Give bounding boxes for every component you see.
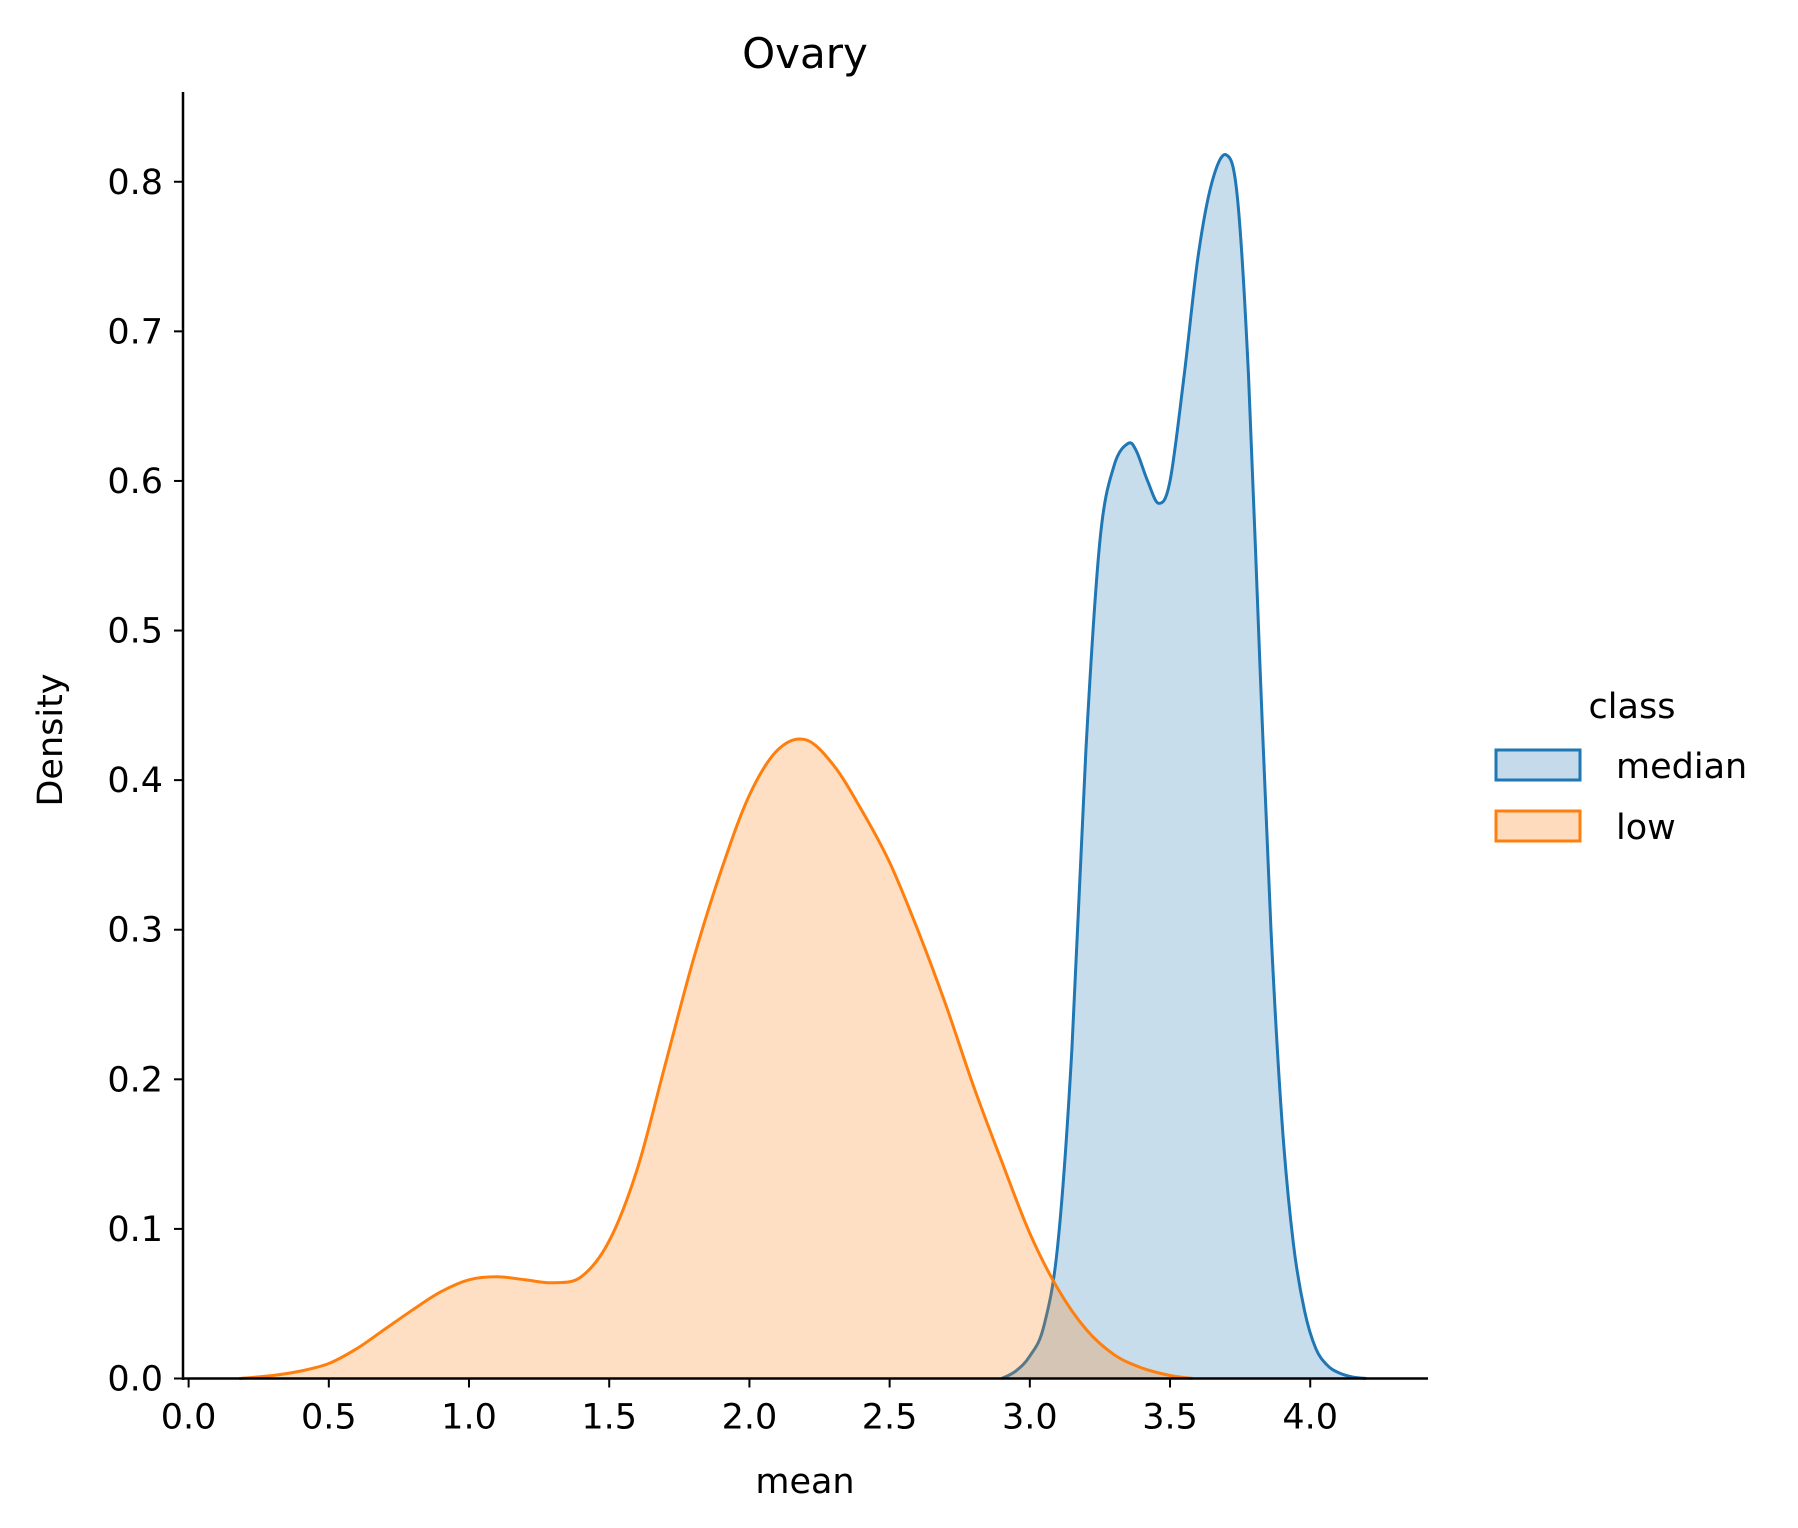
y-tick-label: 0.1 (107, 1210, 163, 1250)
x-tick-label: 1.5 (581, 1398, 637, 1438)
legend-swatch-median (1494, 748, 1582, 782)
y-tick-label: 0.0 (107, 1360, 163, 1400)
density-line-low (238, 737, 1193, 1380)
chart-title: Ovary (742, 29, 868, 78)
plot-area (238, 153, 1367, 1380)
x-axis-label: mean (755, 1462, 854, 1502)
y-ticks: 0.0 0.1 0.2 0.3 0.4 0.5 0.6 0.7 0.8 (107, 163, 183, 1400)
y-tick-label: 0.2 (107, 1060, 163, 1100)
x-tick-label: 0.5 (301, 1398, 357, 1438)
legend-title: class (1589, 687, 1676, 727)
legend-label-low: low (1616, 808, 1676, 848)
x-tick-label: 3.0 (1002, 1398, 1058, 1438)
density-fill-median (1001, 154, 1367, 1379)
x-tick-label: 3.5 (1142, 1398, 1198, 1438)
legend: class median low (1494, 687, 1747, 848)
x-tick-label: 2.5 (862, 1398, 918, 1438)
density-fill-low (239, 738, 1193, 1379)
y-tick-label: 0.7 (107, 312, 163, 352)
x-ticks: 0.0 0.5 1.0 1.5 2.0 2.5 3.0 3.5 4.0 (161, 1378, 1338, 1438)
legend-swatch-low (1494, 809, 1582, 843)
x-tick-label: 2.0 (722, 1398, 778, 1438)
y-tick-label: 0.6 (107, 462, 163, 502)
x-tick-label: 1.0 (441, 1398, 497, 1438)
y-tick-label: 0.8 (107, 163, 163, 203)
legend-label-median: median (1616, 747, 1747, 787)
density-line-median (1001, 153, 1367, 1380)
y-axis-label: Density (31, 673, 71, 806)
y-tick-label: 0.3 (107, 911, 163, 951)
y-tick-label: 0.5 (107, 612, 163, 652)
y-tick-label: 0.4 (107, 761, 163, 801)
x-tick-label: 4.0 (1282, 1398, 1338, 1438)
x-tick-label: 0.0 (161, 1398, 217, 1438)
